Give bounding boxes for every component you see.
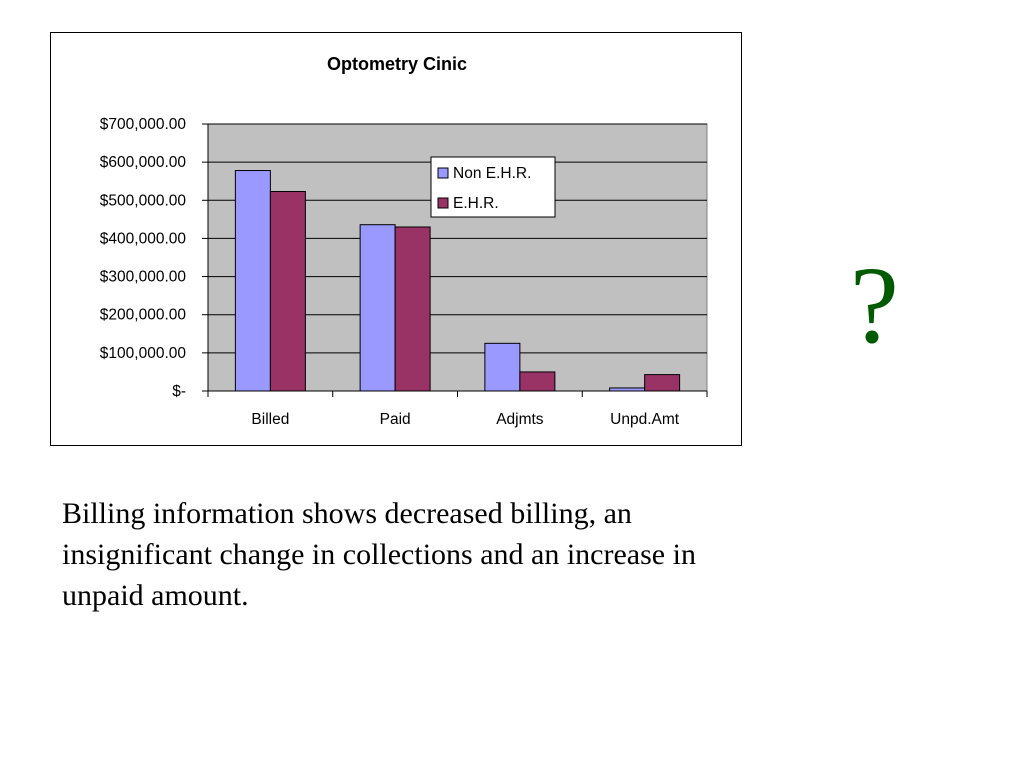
y-tick-label: $200,000.00 xyxy=(100,307,187,324)
legend: Non E.H.R. E.H.R. xyxy=(430,156,556,218)
x-tick-label: Paid xyxy=(380,411,411,428)
caption-text: Billing information shows decreased bill… xyxy=(62,497,696,612)
y-tick-label: $500,000.00 xyxy=(100,192,187,209)
legend-box xyxy=(430,156,556,218)
bar xyxy=(359,224,396,392)
question-mark: ? xyxy=(850,244,899,366)
bar xyxy=(609,387,646,392)
x-tick-label: Billed xyxy=(251,411,289,428)
bar xyxy=(269,191,306,392)
bar xyxy=(234,170,271,392)
bar xyxy=(484,342,521,392)
bar xyxy=(644,374,681,392)
y-tick-label: $400,000.00 xyxy=(100,230,187,247)
legend-swatch xyxy=(437,197,449,209)
plot-area: $- $100,000.00 $200,000.00 $300,000.00 $400,… xyxy=(100,116,708,428)
chart-title: Optometry Cinic xyxy=(327,54,467,74)
y-tick-label: $700,000.00 xyxy=(100,116,187,133)
y-tick-label: $600,000.00 xyxy=(100,154,187,171)
bar xyxy=(519,371,556,392)
y-tick-label: $300,000.00 xyxy=(100,269,187,286)
y-tick-label: $100,000.00 xyxy=(100,345,187,362)
legend-swatch xyxy=(437,167,449,179)
bar xyxy=(394,226,431,392)
legend-label: E.H.R. xyxy=(453,195,499,212)
bar-chart: Optometry Cinic $- $100,000.00 $200,000.00… xyxy=(100,54,708,428)
legend-label: Non E.H.R. xyxy=(453,165,531,182)
x-tick-label: Adjmts xyxy=(496,411,544,428)
x-tick-label: Unpd.Amt xyxy=(610,411,680,428)
y-tick-label: $- xyxy=(172,383,186,400)
chart-frame: Optometry Cinic $- $100,000.00 $200,000.00… xyxy=(50,32,742,446)
